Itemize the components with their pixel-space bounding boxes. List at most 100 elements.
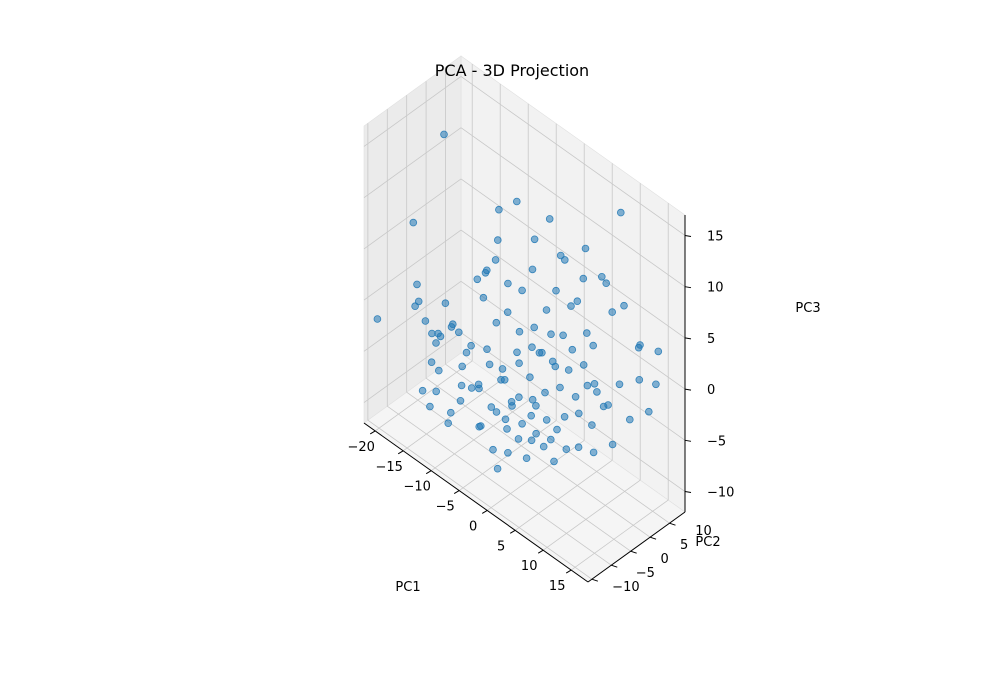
z-tick-mark bbox=[684, 388, 692, 391]
data-point bbox=[492, 408, 501, 416]
data-point bbox=[625, 415, 634, 424]
x-tick-mark bbox=[537, 549, 544, 554]
data-point bbox=[589, 341, 597, 350]
z-axis-label: PC3 bbox=[795, 301, 820, 316]
data-point bbox=[620, 301, 628, 310]
x-tick-label: −10 bbox=[403, 480, 430, 495]
data-point bbox=[518, 419, 526, 428]
data-point bbox=[547, 330, 555, 339]
grid-line-y bbox=[445, 363, 670, 524]
data-point bbox=[444, 419, 453, 428]
grid-line-z bbox=[363, 332, 462, 403]
data-point bbox=[518, 286, 526, 295]
z-tick-mark bbox=[684, 234, 692, 237]
grid-line-z bbox=[363, 229, 462, 301]
data-point bbox=[581, 244, 590, 253]
x-tick-mark bbox=[565, 569, 572, 574]
data-point bbox=[503, 308, 512, 317]
data-point bbox=[560, 412, 569, 421]
x-tick-mark bbox=[425, 470, 432, 475]
data-point bbox=[481, 268, 490, 277]
x-tick-mark bbox=[509, 529, 516, 534]
y-axis-label: PC2 bbox=[695, 535, 720, 550]
data-point bbox=[457, 381, 466, 390]
data-point bbox=[467, 341, 475, 350]
data-point bbox=[528, 265, 537, 274]
data-point bbox=[562, 445, 571, 454]
data-point bbox=[542, 416, 551, 424]
axes-panes bbox=[363, 55, 686, 583]
data-point bbox=[571, 392, 580, 401]
grid-line-y bbox=[425, 377, 651, 538]
data-point bbox=[491, 256, 500, 264]
data-point bbox=[583, 381, 592, 390]
data-point bbox=[479, 293, 488, 302]
z-tick-mark bbox=[684, 337, 692, 340]
data-point bbox=[411, 302, 419, 311]
data-point bbox=[541, 388, 549, 397]
x-tick-mark bbox=[397, 450, 404, 455]
data-point bbox=[530, 235, 539, 244]
data-point bbox=[462, 348, 471, 357]
z-tick-label: 15 bbox=[707, 230, 724, 245]
data-point bbox=[421, 317, 430, 325]
data-point bbox=[564, 366, 573, 374]
x-tick-label: −15 bbox=[375, 460, 402, 475]
data-point bbox=[602, 279, 610, 288]
data-point bbox=[542, 306, 551, 314]
data-point bbox=[409, 218, 418, 227]
data-point bbox=[551, 362, 560, 371]
data-point bbox=[501, 415, 510, 424]
data-point bbox=[573, 297, 582, 306]
grid-line-z bbox=[363, 178, 462, 250]
data-point bbox=[512, 197, 521, 206]
data-point bbox=[652, 380, 660, 389]
data-point bbox=[528, 395, 537, 404]
data-point bbox=[532, 401, 540, 410]
data-point bbox=[597, 272, 606, 281]
y-tick-mark bbox=[611, 564, 618, 568]
data-point bbox=[582, 329, 591, 337]
x-tick-label: −5 bbox=[436, 500, 455, 515]
data-point bbox=[440, 130, 448, 139]
x-axis-label: PC1 bbox=[395, 580, 420, 595]
data-point bbox=[560, 256, 569, 264]
data-point bbox=[432, 387, 441, 396]
data-point bbox=[532, 429, 540, 438]
data-point bbox=[588, 421, 596, 429]
grid-line-z bbox=[363, 76, 462, 147]
data-point bbox=[473, 275, 482, 284]
data-point bbox=[550, 457, 558, 466]
data-point bbox=[545, 215, 554, 223]
data-point bbox=[427, 358, 436, 367]
grid-line-x bbox=[570, 499, 669, 571]
data-point bbox=[527, 411, 535, 420]
data-point bbox=[493, 236, 502, 244]
data-point bbox=[635, 375, 644, 384]
data-point bbox=[593, 388, 601, 396]
x-tick-label: 5 bbox=[497, 539, 505, 554]
data-point bbox=[492, 318, 501, 327]
data-point bbox=[489, 445, 497, 454]
chart-title: PCA - 3D Projection bbox=[435, 61, 589, 80]
data-points bbox=[373, 130, 663, 473]
data-point bbox=[553, 425, 561, 434]
data-point bbox=[527, 436, 536, 445]
data-point bbox=[458, 362, 467, 371]
grid-lines bbox=[363, 63, 686, 580]
grid-line-z bbox=[460, 178, 686, 339]
grid-line-x bbox=[430, 400, 529, 472]
y-tick-mark bbox=[669, 522, 676, 526]
data-point bbox=[546, 435, 555, 444]
x-tick-label: 0 bbox=[469, 520, 477, 535]
y-tick-label: 10 bbox=[695, 524, 712, 539]
z-tick-label: 5 bbox=[707, 332, 715, 347]
grid-line-y bbox=[367, 419, 593, 580]
z-tick-label: −10 bbox=[707, 486, 734, 501]
y-axis-line bbox=[587, 511, 686, 583]
data-point bbox=[522, 454, 531, 463]
data-point bbox=[574, 443, 583, 452]
